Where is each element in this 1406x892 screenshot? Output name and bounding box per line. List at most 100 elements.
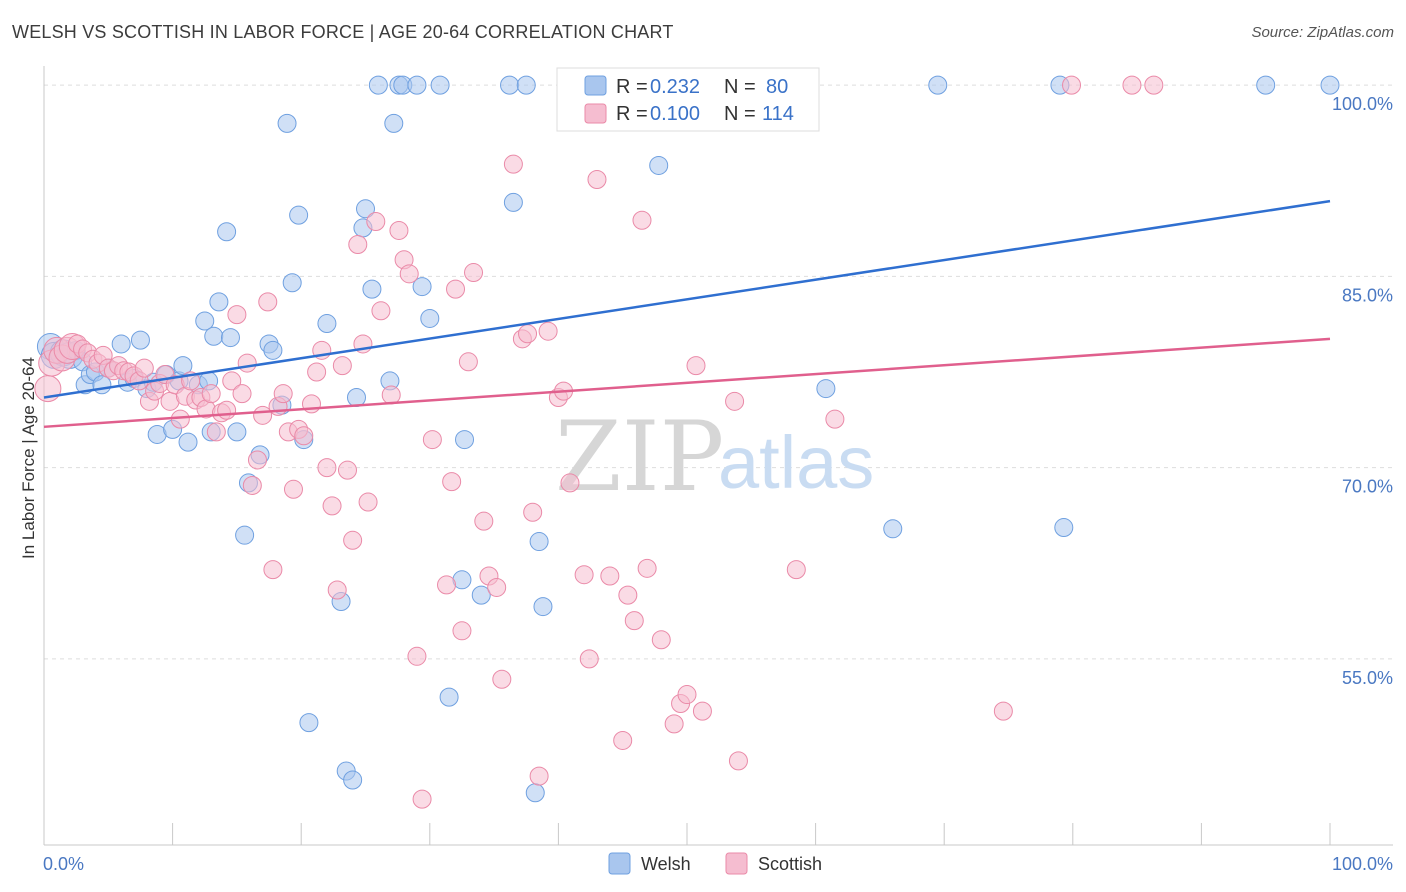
scottish-point-113	[1144, 75, 1164, 95]
scottish-point-111	[1062, 75, 1082, 95]
stats-n-label-welsh: N =	[724, 76, 756, 98]
y-tick-label-2: 85.0%	[1342, 285, 1393, 305]
x-tick-label-0: 0.0%	[43, 854, 84, 874]
scottish-point-57	[332, 356, 352, 376]
scottish-point-101	[664, 714, 684, 734]
stats-r-value-scottish: 0.100	[650, 103, 700, 125]
welsh-point-60	[439, 687, 459, 707]
scottish-point-56	[327, 580, 347, 600]
stats-r-label-scottish: R =	[616, 103, 648, 125]
scottish-point-71	[422, 430, 442, 450]
scottish-point-62	[358, 492, 378, 512]
legend: Welsh Scottish	[608, 852, 822, 875]
scottish-point-82	[503, 154, 523, 174]
welsh-point-38	[277, 113, 297, 133]
welsh-point-74	[883, 519, 903, 539]
welsh-point-21	[173, 356, 193, 376]
welsh-point-49	[356, 199, 375, 219]
scottish-point-66	[389, 220, 409, 240]
scottish-point-32	[201, 384, 221, 404]
scottish-point-112	[1122, 75, 1142, 95]
scottish-point-95	[613, 730, 633, 750]
scottish-point-100	[651, 630, 671, 650]
y-tick-label-0: 55.0%	[1342, 668, 1393, 688]
y-tick-label-3: 100.0%	[1332, 94, 1393, 114]
scottish-point-50	[294, 426, 314, 446]
watermark-zip: ZIP	[555, 401, 724, 513]
scottish-point-60	[348, 234, 368, 254]
welsh-point-42	[299, 713, 319, 733]
scottish-point-41	[247, 450, 267, 470]
scottish-point-35	[217, 400, 237, 420]
welsh-point-77	[1054, 518, 1074, 538]
axes	[43, 66, 1393, 846]
welsh-point-63	[471, 585, 491, 605]
scottish-point-107	[728, 751, 748, 771]
scottish-point-90	[560, 473, 580, 493]
scottish-point-70	[412, 789, 432, 809]
welsh-point-65	[503, 192, 523, 212]
scottish-point-84	[518, 324, 538, 344]
scottish-point-105	[692, 701, 712, 721]
welsh-point-53	[384, 113, 404, 133]
scottish-point-40	[242, 475, 262, 495]
welsh-point-68	[529, 532, 549, 552]
scottish-point-93	[587, 169, 607, 189]
scottish-point-64	[371, 301, 391, 321]
scottish-point-42	[253, 405, 273, 425]
scottish-point-19	[134, 358, 154, 378]
scottish-point-99	[637, 558, 657, 578]
scottish-point-98	[632, 210, 652, 230]
scottish-point-91	[574, 565, 594, 585]
welsh-point-50	[362, 279, 382, 299]
scottish-point-65	[381, 385, 401, 405]
scottish-point-85	[523, 502, 543, 522]
welsh-point-14	[130, 330, 150, 350]
stats-n-value-scottish: 114	[762, 103, 794, 125]
scottish-point-80	[487, 577, 507, 597]
scottish-point-44	[263, 560, 283, 580]
legend-label-scottish: Scottish	[758, 854, 822, 874]
scottish-point-72	[437, 575, 457, 595]
welsh-point-30	[220, 328, 240, 348]
welsh-point-56	[407, 75, 427, 95]
scottish-point-96	[618, 585, 638, 605]
scottish-trend-line	[43, 337, 1331, 429]
scottish-point-94	[600, 566, 620, 586]
watermark: ZIP atlas	[555, 401, 874, 513]
welsh-point-32	[235, 525, 255, 545]
scottish-point-43	[258, 292, 278, 312]
scottish-point-86	[529, 766, 549, 786]
welsh-point-79	[1320, 75, 1340, 95]
welsh-point-73	[816, 379, 836, 399]
y-tick-label-1: 70.0%	[1342, 477, 1393, 497]
welsh-point-24	[195, 311, 215, 331]
welsh-point-51	[368, 75, 388, 95]
scottish-point-59	[343, 530, 363, 550]
scottish-point-109	[825, 409, 845, 429]
welsh-point-72	[649, 155, 669, 175]
welsh-point-28	[209, 292, 229, 312]
trend-lines	[43, 199, 1331, 429]
welsh-point-57	[412, 277, 432, 297]
stats-box: R = 0.232 N = 80 R = 0.100 N = 114	[556, 67, 820, 132]
y-tick-labels: 55.0% 70.0% 85.0% 100.0%	[1332, 94, 1393, 688]
welsh-point-64	[500, 75, 520, 95]
welsh-point-31	[227, 422, 247, 442]
chart-title: WELSH VS SCOTTISH IN LABOR FORCE | AGE 2…	[12, 22, 674, 42]
scottish-point-38	[232, 384, 252, 404]
scottish-point-75	[452, 621, 472, 641]
welsh-point-40	[289, 205, 309, 225]
welsh-point-66	[516, 75, 536, 95]
series-scottish-points	[34, 75, 1164, 809]
stats-r-value-welsh: 0.232	[650, 76, 700, 98]
scottish-point-63	[366, 212, 386, 232]
scottish-point-69	[407, 646, 427, 666]
source-credit: Source: ZipAtlas.com	[1251, 24, 1394, 41]
scottish-point-68	[399, 264, 419, 284]
welsh-point-69	[533, 597, 553, 617]
scottish-point-37	[227, 305, 247, 325]
welsh-point-39	[282, 273, 302, 293]
scottish-point-55	[322, 496, 342, 516]
welsh-trend-line	[43, 199, 1331, 399]
